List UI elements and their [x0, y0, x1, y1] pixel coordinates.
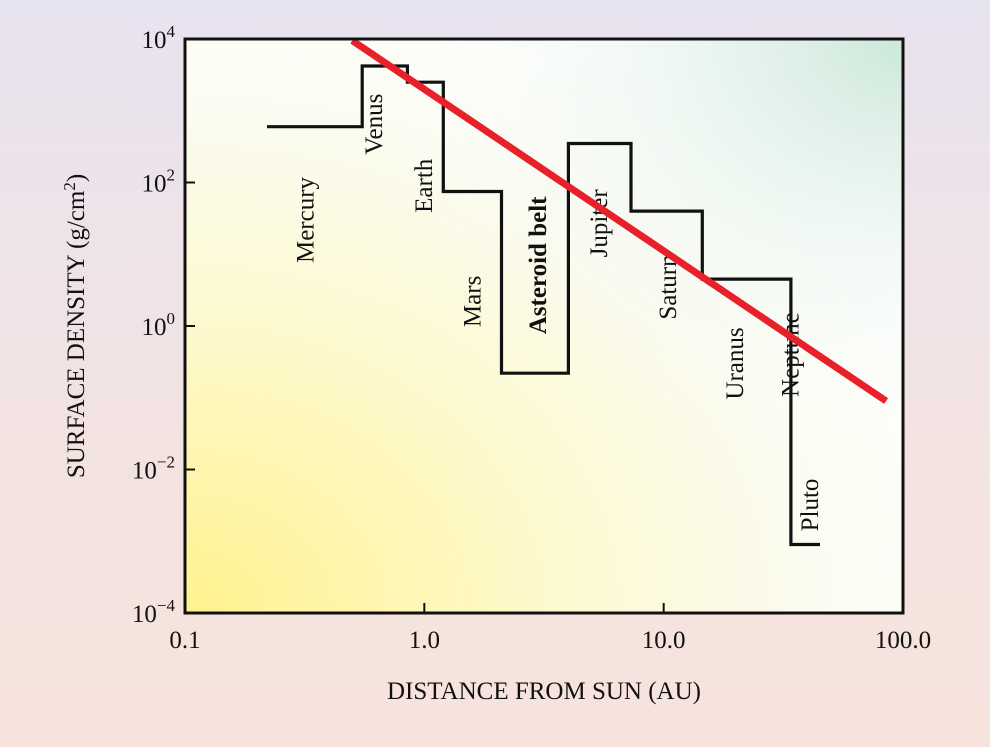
- planet-label-venus: Venus: [361, 94, 388, 155]
- y-axis-title-main: SURFACE DENSITY (g/cm: [63, 190, 90, 478]
- y-tick-label: 100: [142, 309, 176, 341]
- x-tick-label: 1.0: [409, 627, 440, 654]
- planet-label-pluto: Pluto: [797, 479, 824, 532]
- planet-label-asteroid-belt: Asteroid belt: [525, 196, 552, 334]
- y-axis-title-sup: 2: [60, 182, 79, 191]
- y-tick-label: 10−4: [132, 596, 176, 628]
- plot-frame: [183, 37, 905, 615]
- y-axis-title-end: ): [63, 174, 90, 182]
- x-axis-title: DISTANCE FROM SUN (AU): [387, 678, 701, 705]
- plot-background-tint: [185, 39, 903, 613]
- y-tick-label: 102: [142, 166, 176, 198]
- planet-label-earth: Earth: [411, 158, 438, 213]
- planet-label-mars: Mars: [460, 276, 487, 327]
- y-tick-labels: 10−4 10−2 100 102 104: [132, 22, 176, 628]
- x-tick-label: 10.0: [642, 627, 686, 654]
- y-tick-label: 10−2: [132, 453, 175, 485]
- planet-label-neptune: Neptune: [777, 312, 804, 397]
- x-tick-label: 100.0: [875, 627, 931, 654]
- power-law-fit-line: [350, 37, 889, 404]
- planet-label-uranus: Uranus: [722, 327, 749, 399]
- y-axis-title: SURFACE DENSITY (g/cm2): [60, 174, 90, 478]
- x-tick-labels: 0.1 1.0 10.0 100.0: [169, 627, 931, 654]
- x-tick-label: 0.1: [169, 627, 200, 654]
- y-tick-label: 104: [142, 22, 176, 54]
- surface-density-steps: [267, 64, 820, 547]
- planet-label-saturn: Saturn: [655, 254, 682, 320]
- planet-label-mercury: Mercury: [292, 176, 319, 263]
